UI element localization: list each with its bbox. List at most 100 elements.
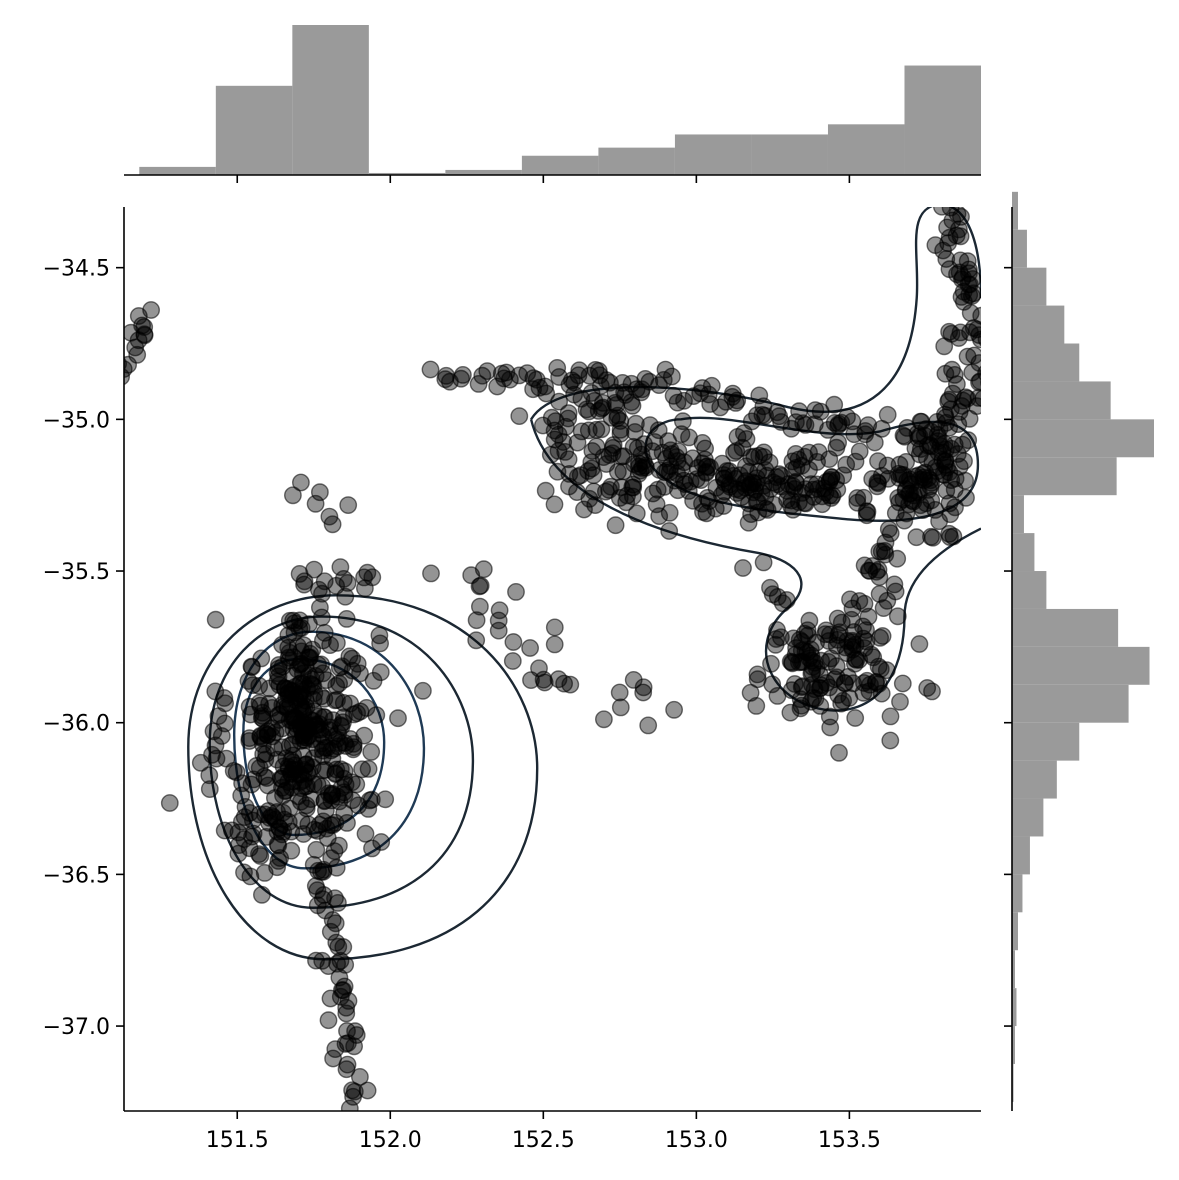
scatter-point (367, 706, 386, 724)
scatter-point (854, 617, 872, 636)
scatter-point (348, 704, 366, 723)
scatter-point (309, 861, 327, 880)
scatter-point (421, 360, 440, 379)
scatter-point (129, 331, 148, 350)
scatter-point (643, 442, 662, 461)
scatter-point (313, 584, 331, 603)
kde-contour-3 (208, 615, 475, 909)
scatter-point (940, 390, 958, 409)
scatter-point (389, 709, 407, 728)
scatter-point (930, 512, 948, 531)
scatter-point (820, 707, 839, 726)
scatter-point (510, 407, 529, 425)
scatter-point (683, 449, 702, 468)
scatter-point (251, 847, 270, 865)
x-histogram-bar (904, 65, 981, 175)
scatter-point (881, 731, 900, 750)
scatter-point (963, 363, 981, 382)
scatter-point (650, 507, 669, 525)
scatter-point (227, 763, 246, 782)
x-histogram-bar (827, 124, 905, 175)
y-marginal-histogram (1004, 191, 1154, 1111)
scatter-point (782, 681, 801, 700)
scatter-point (926, 500, 945, 519)
scatter-point (881, 524, 900, 543)
scatter-point (606, 516, 625, 535)
scatter-point (918, 679, 937, 697)
x-histogram-bar (368, 172, 446, 175)
scatter-point (276, 680, 295, 698)
y-histogram-bar (1012, 798, 1044, 837)
scatter-point (857, 502, 876, 521)
scatter-point (295, 699, 314, 718)
scatter-point (224, 762, 243, 780)
scatter-point (827, 657, 846, 676)
scatter-point (959, 431, 978, 450)
scatter-point (536, 481, 555, 500)
x-histogram-bar (445, 169, 522, 175)
scatter-point (436, 370, 455, 389)
scatter-point (305, 560, 323, 579)
scatter-point (568, 483, 586, 501)
y-histogram-bar (1012, 495, 1024, 534)
scatter-point (474, 560, 493, 579)
scatter-point (885, 575, 904, 594)
scatter-point (521, 639, 539, 657)
scatter-point (310, 598, 329, 617)
y-tick-label: −36.0 (43, 712, 110, 737)
scatter-point (795, 624, 814, 643)
scatter-point (945, 435, 964, 454)
scatter-point (772, 466, 791, 485)
scatter-point (283, 486, 302, 505)
scatter-point (594, 393, 612, 412)
scatter-point (467, 631, 486, 650)
scatter-point (609, 462, 627, 481)
scatter-point (796, 415, 815, 434)
y-histogram-bar (1012, 912, 1018, 951)
scatter-point (577, 400, 596, 419)
scatter-point (873, 627, 892, 645)
scatter-point (337, 1004, 356, 1023)
scatter-point (928, 425, 947, 444)
scatter-point (762, 654, 780, 673)
scatter-point (206, 736, 225, 755)
scatter-point (413, 681, 432, 700)
scatter-point (756, 460, 775, 479)
y-histogram-bar (1012, 571, 1047, 609)
scatter-point (241, 705, 260, 724)
scatter-point (273, 778, 291, 797)
scatter-point (740, 462, 758, 481)
scatter-point (160, 794, 179, 812)
scatter-point (632, 383, 651, 402)
scatter-point (204, 722, 223, 741)
scatter-point (634, 683, 653, 702)
scatter-point (216, 694, 235, 713)
scatter-point (888, 549, 907, 568)
scatter-point (846, 452, 865, 471)
scatter-point (548, 358, 567, 377)
scatter-point (802, 664, 821, 683)
scatter-point (294, 725, 312, 744)
scatter-point (334, 708, 353, 727)
scatter-point (910, 635, 929, 653)
x-histogram-bar (139, 166, 216, 175)
y-histogram-bar (1012, 836, 1030, 875)
scatter-point (268, 664, 287, 683)
scatter-point (785, 480, 804, 498)
y-histogram-bar (1012, 533, 1035, 572)
scatter-point (280, 611, 299, 630)
scatter-point (879, 469, 898, 488)
scatter-point (965, 346, 981, 365)
scatter-point (697, 462, 715, 481)
scatter-point (784, 500, 802, 519)
scatter-point (323, 911, 342, 929)
scatter-point (315, 689, 334, 708)
scatter-point (583, 442, 602, 460)
scatter-point (579, 421, 598, 440)
scatter-point (340, 647, 359, 666)
scatter-point (530, 659, 548, 678)
x-tick-label: 153.5 (818, 1128, 881, 1153)
scatter-point (958, 389, 977, 408)
scatter-point (855, 594, 874, 613)
